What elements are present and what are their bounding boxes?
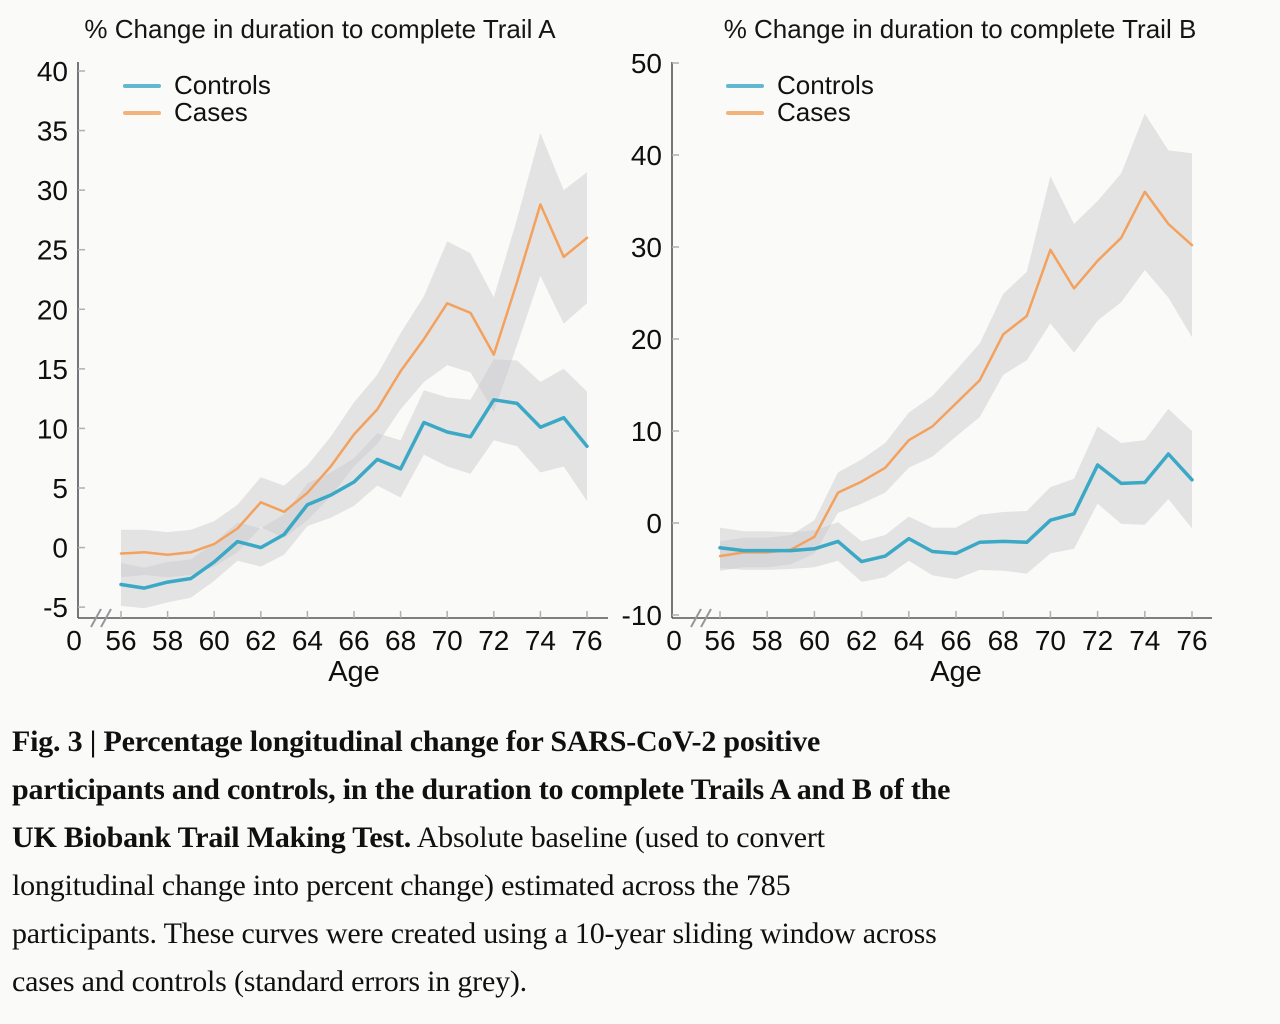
x-tick-label: 62 [846, 625, 877, 656]
x-tick-label: 70 [1035, 625, 1066, 656]
y-tick-label: 30 [631, 232, 662, 263]
controls-line [119, 398, 589, 590]
x-tick-label: 74 [525, 625, 556, 656]
controls-line [718, 452, 1194, 564]
x-tick-label: 62 [245, 625, 276, 656]
caption-line: participants and controls, in the durati… [12, 773, 951, 806]
y-tick-label: 20 [631, 324, 662, 355]
controls-line-swatch [123, 83, 161, 88]
legend-label-controls: Controls [174, 70, 271, 100]
legend-item-cases: Cases [726, 99, 874, 126]
axis-break [700, 608, 712, 628]
y-tick-label: 25 [37, 235, 68, 266]
trail-b-chart: % Change in duration to complete Trail B… [622, 0, 1280, 705]
x-tick-label: 76 [1176, 625, 1207, 656]
cases-line-swatch [123, 110, 161, 115]
y-tick-label: 50 [631, 48, 662, 79]
x-tick-label: 64 [893, 625, 924, 656]
figure-caption: Fig. 3 | Percentage longitudinal change … [12, 718, 1257, 1006]
y-tick-label: 20 [37, 294, 68, 325]
x-tick-label: 72 [478, 625, 509, 656]
x-tick-label: 76 [571, 625, 602, 656]
cases-line-swatch [726, 110, 764, 115]
trail-a-legend: Controls Cases [123, 72, 271, 126]
axis-break [100, 608, 112, 628]
trail-a-xaxis-label: Age [328, 656, 380, 688]
x-origin-label: 0 [66, 625, 82, 656]
legend-label-controls: Controls [777, 70, 874, 100]
y-tick-label: 0 [646, 508, 662, 539]
cases-line [718, 190, 1194, 558]
cases-error-band [720, 113, 1192, 571]
trail-a-title: % Change in duration to complete Trail A [84, 14, 556, 44]
y-tick-label: -10 [622, 600, 662, 631]
y-tick-label: 35 [37, 116, 68, 147]
axis-break [90, 608, 102, 628]
legend-label-cases: Cases [174, 97, 248, 127]
x-tick-label: 72 [1082, 625, 1113, 656]
trail-b-title: % Change in duration to complete Trail B [723, 14, 1197, 44]
x-tick-label: 66 [338, 625, 369, 656]
caption-line: cases and controls (standard errors in g… [12, 965, 527, 998]
caption-line: participants. These curves were created … [12, 917, 937, 950]
x-tick-label: 74 [1129, 625, 1160, 656]
legend-item-controls: Controls [726, 72, 874, 99]
cases-line [119, 203, 589, 556]
x-tick-label: 70 [432, 625, 463, 656]
trail-a-chart: % Change in duration to complete Trail A… [0, 0, 640, 705]
legend-label-cases: Cases [777, 97, 851, 127]
caption-line: longitudinal change into percent change)… [12, 869, 791, 902]
y-tick-label: 40 [37, 56, 68, 87]
y-tick-label: 0 [52, 533, 68, 564]
legend-item-controls: Controls [123, 72, 271, 99]
trail-b-xaxis-label: Age [930, 656, 982, 688]
y-tick-label: 15 [37, 354, 68, 385]
x-tick-label: 58 [152, 625, 183, 656]
y-tick-label: 10 [631, 416, 662, 447]
y-tick-label: 40 [631, 140, 662, 171]
legend-item-cases: Cases [123, 99, 271, 126]
controls-line-swatch [726, 83, 764, 88]
x-tick-label: 66 [940, 625, 971, 656]
x-tick-label: 64 [292, 625, 323, 656]
trail-b-legend: Controls Cases [726, 72, 874, 126]
x-tick-label: 60 [199, 625, 230, 656]
x-tick-label: 68 [385, 625, 416, 656]
controls-error-band [720, 408, 1192, 582]
x-tick-label: 60 [799, 625, 830, 656]
y-tick-label: 10 [37, 413, 68, 444]
x-tick-label: 56 [704, 625, 735, 656]
y-tick-label: 30 [37, 175, 68, 206]
x-tick-label: 56 [105, 625, 136, 656]
caption-line: UK Biobank Trail Making Test. Absolute b… [12, 821, 825, 854]
axis-break [690, 608, 702, 628]
y-tick-label: -5 [43, 592, 68, 623]
x-origin-label: 0 [666, 625, 682, 656]
caption-line: Fig. 3 | Percentage longitudinal change … [12, 725, 821, 758]
cases-error-band [121, 133, 587, 578]
y-tick-label: 5 [52, 473, 68, 504]
x-tick-label: 68 [988, 625, 1019, 656]
x-tick-label: 58 [752, 625, 783, 656]
